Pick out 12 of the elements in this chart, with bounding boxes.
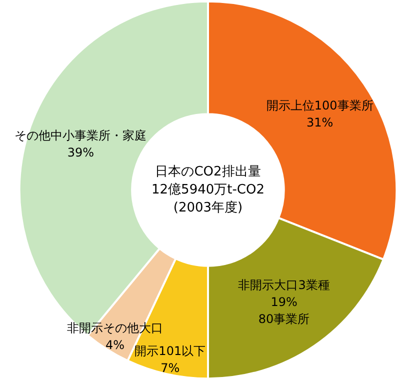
slice-label: 非開示大口3業種: [238, 278, 330, 292]
text: 12億5940万t-CO2: [152, 182, 264, 198]
data-label: 4%: [105, 338, 125, 352]
data-label: 39%: [67, 146, 94, 160]
data-label: 31%: [306, 115, 334, 130]
slice-label: 開示101以下: [134, 344, 206, 358]
slice-label: 開示上位100事業所: [266, 98, 374, 112]
data-label: 19% 80事業所: [258, 294, 310, 326]
text: (2003年度): [173, 200, 243, 216]
slice-label: その他中小事業所・家庭: [14, 128, 147, 143]
text: 日本のCO2排出量: [155, 164, 261, 180]
data-label: 7%: [160, 360, 180, 375]
